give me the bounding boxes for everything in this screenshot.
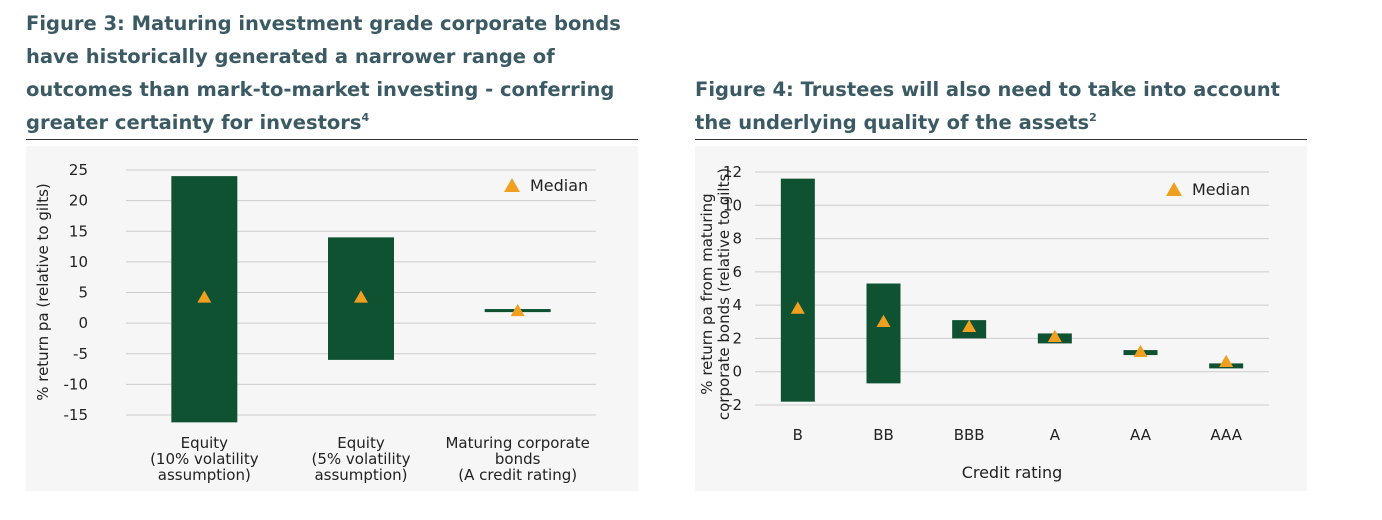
x-category-label: Equity	[337, 434, 385, 452]
y-tick-label: -5	[73, 345, 88, 363]
x-category-label: (A credit rating)	[458, 466, 577, 484]
x-category-label: B	[793, 426, 803, 444]
y-tick-label: 0	[78, 314, 88, 332]
x-category-label: (5% volatility	[312, 450, 411, 468]
median-marker	[197, 290, 212, 303]
y-tick-label: 0	[732, 363, 742, 381]
y-tick-label: 15	[69, 222, 88, 240]
legend-label: Median	[1192, 180, 1250, 199]
y-tick-label: 12	[723, 163, 742, 181]
x-category-label: Maturing corporate	[445, 434, 589, 452]
legend-median-marker	[504, 178, 520, 192]
y-axis-label: corporate bonds (relative to gilts)	[715, 168, 733, 420]
y-axis-label: % return pa from maturing	[698, 193, 716, 394]
legend-label: Median	[530, 176, 588, 195]
median-marker	[1219, 354, 1234, 367]
median-marker	[876, 314, 891, 328]
range-bar	[780, 178, 815, 402]
legend-median-marker	[1166, 182, 1182, 196]
median-marker	[354, 290, 368, 303]
median-marker	[790, 301, 805, 314]
y-tick-label: 8	[732, 230, 742, 248]
x-category-label: BB	[873, 426, 894, 444]
x-category-label: bonds	[495, 450, 541, 468]
figure4-divider	[695, 139, 1307, 140]
median-marker	[510, 303, 525, 317]
y-tick-label: 4	[732, 296, 742, 314]
median-marker	[1047, 329, 1062, 343]
x-axis-label: Credit rating	[962, 463, 1063, 482]
figure3-title: Figure 3: Maturing investment grade corp…	[26, 12, 621, 134]
y-tick-label: -2	[727, 396, 742, 414]
x-category-label: A	[1050, 426, 1061, 444]
y-tick-label: 20	[69, 192, 88, 210]
x-category-label: assumption)	[314, 466, 407, 484]
y-tick-label: 25	[69, 161, 88, 179]
median-marker	[1133, 344, 1148, 357]
y-tick-label: -10	[64, 375, 89, 393]
figure4-title: Figure 4: Trustees will also need to tak…	[695, 78, 1280, 134]
x-category-label: BBB	[954, 426, 985, 444]
x-category-label: AAA	[1210, 426, 1242, 444]
x-category-label: Equity	[181, 434, 229, 452]
y-tick-label: 6	[732, 263, 742, 281]
range-bar	[866, 283, 901, 384]
y-tick-label: 2	[732, 329, 742, 347]
median-marker	[962, 319, 977, 333]
y-axis-label: % return pa (relative to gilts)	[34, 183, 52, 401]
y-tick-label: 10	[723, 196, 742, 214]
y-tick-label: -15	[64, 406, 89, 424]
y-tick-label: 10	[69, 253, 88, 271]
x-category-label: (10% volatility	[150, 450, 259, 468]
y-tick-label: 5	[78, 284, 88, 302]
x-category-label: AA	[1130, 426, 1152, 444]
x-category-label: assumption)	[158, 466, 251, 484]
figure3-divider	[26, 139, 638, 140]
